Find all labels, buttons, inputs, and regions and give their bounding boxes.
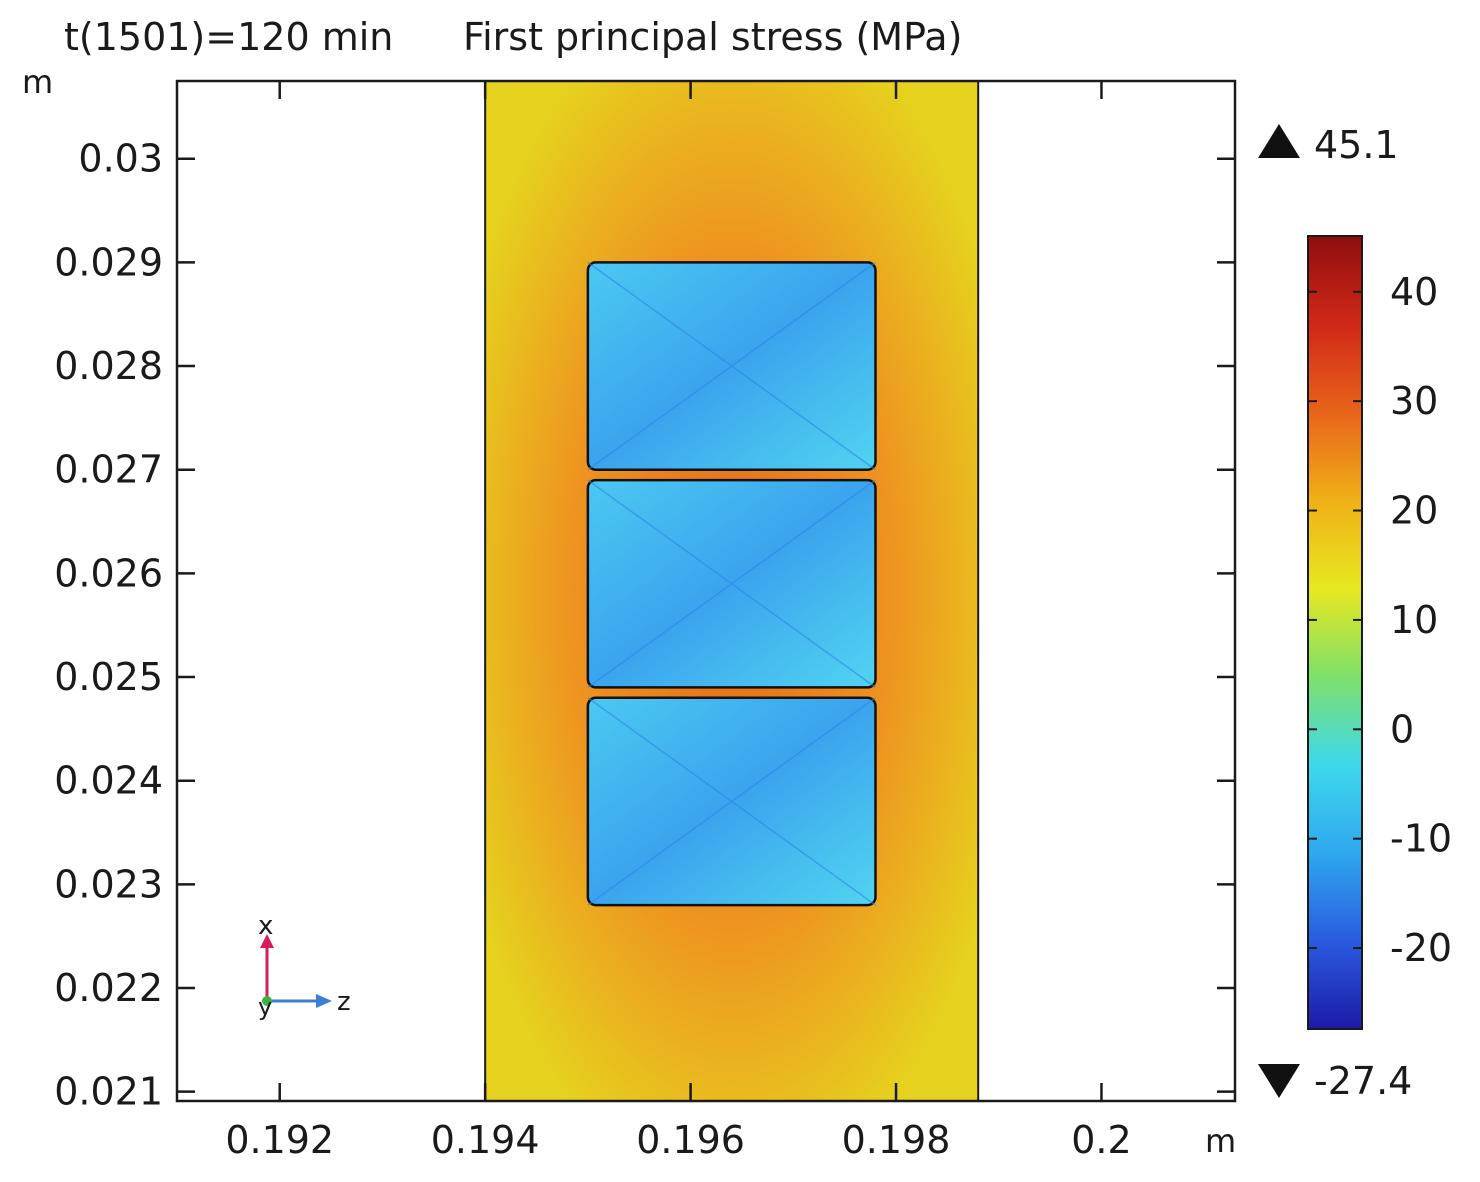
plot-title-time: t(1501)=120 min (64, 15, 393, 59)
triad-z-label: z (337, 987, 351, 1017)
colorbar-bar (1307, 235, 1363, 1030)
y-tick-label: 0.026 (54, 551, 163, 595)
inclusions (586, 261, 877, 907)
y-tick-label: 0.025 (54, 655, 163, 699)
inclusion-shading-1 (587, 261, 876, 471)
x-direction-arrow-head (260, 934, 274, 948)
x-tick-label: 0.192 (225, 1118, 334, 1162)
max-arrow-icon (1258, 124, 1300, 158)
stress-domain (484, 81, 980, 1101)
axis-tick-labels: 0.021 0.022 0.023 0.024 0.025 0.026 0.027 0.028… (54, 137, 1131, 1162)
axis-ticks (177, 81, 1235, 1101)
x-axis-unit: m (1205, 1122, 1236, 1160)
colorbar-min-label: -27.4 (1314, 1059, 1412, 1103)
colorbar-tick-label: 0 (1390, 707, 1414, 751)
y-axis-unit: m (22, 63, 53, 101)
colorbar-ticks: 40 30 20 10 0 -10 -20 (1308, 270, 1452, 970)
triad-x-label: x (258, 911, 273, 941)
z-direction-arrow-head (316, 994, 332, 1008)
inclusion-shading-2 (587, 479, 876, 689)
y-tick-label: 0.022 (54, 966, 163, 1010)
x-tick-label: 0.196 (636, 1118, 745, 1162)
colorbar-tick-label: 10 (1390, 598, 1438, 642)
colorbar-tick-label: 20 (1390, 489, 1438, 533)
y-tick-label: 0.021 (54, 1070, 163, 1114)
axis-triad: x y z (258, 911, 351, 1021)
colorbar-tick-label: -20 (1390, 926, 1452, 970)
y-tick-label: 0.028 (54, 344, 163, 388)
y-direction-dot (262, 996, 272, 1006)
x-tick-label: 0.2 (1071, 1118, 1131, 1162)
triad-y-label: y (258, 993, 272, 1021)
plot-frame (175, 79, 1237, 1103)
x-tick-label: 0.198 (842, 1118, 951, 1162)
colorbar: 45.1 40 30 20 10 0 -10 -20 -27.4 (1258, 123, 1452, 1103)
y-tick-label: 0.023 (54, 862, 163, 906)
colorbar-tick-label: -10 (1390, 817, 1452, 861)
colorbar-tick-label: 30 (1390, 379, 1438, 423)
colorbar-tick-label: 40 (1390, 270, 1438, 314)
y-tick-label: 0.024 (54, 759, 163, 803)
min-arrow-icon (1258, 1064, 1300, 1098)
y-tick-label: 0.027 (54, 448, 163, 492)
x-tick-label: 0.194 (431, 1118, 540, 1162)
plot-title-quantity: First principal stress (MPa) (463, 15, 962, 59)
y-tick-label: 0.029 (54, 240, 163, 284)
inclusion-shading-3 (587, 697, 876, 906)
colorbar-max-label: 45.1 (1314, 123, 1399, 167)
y-tick-label: 0.03 (78, 137, 163, 181)
